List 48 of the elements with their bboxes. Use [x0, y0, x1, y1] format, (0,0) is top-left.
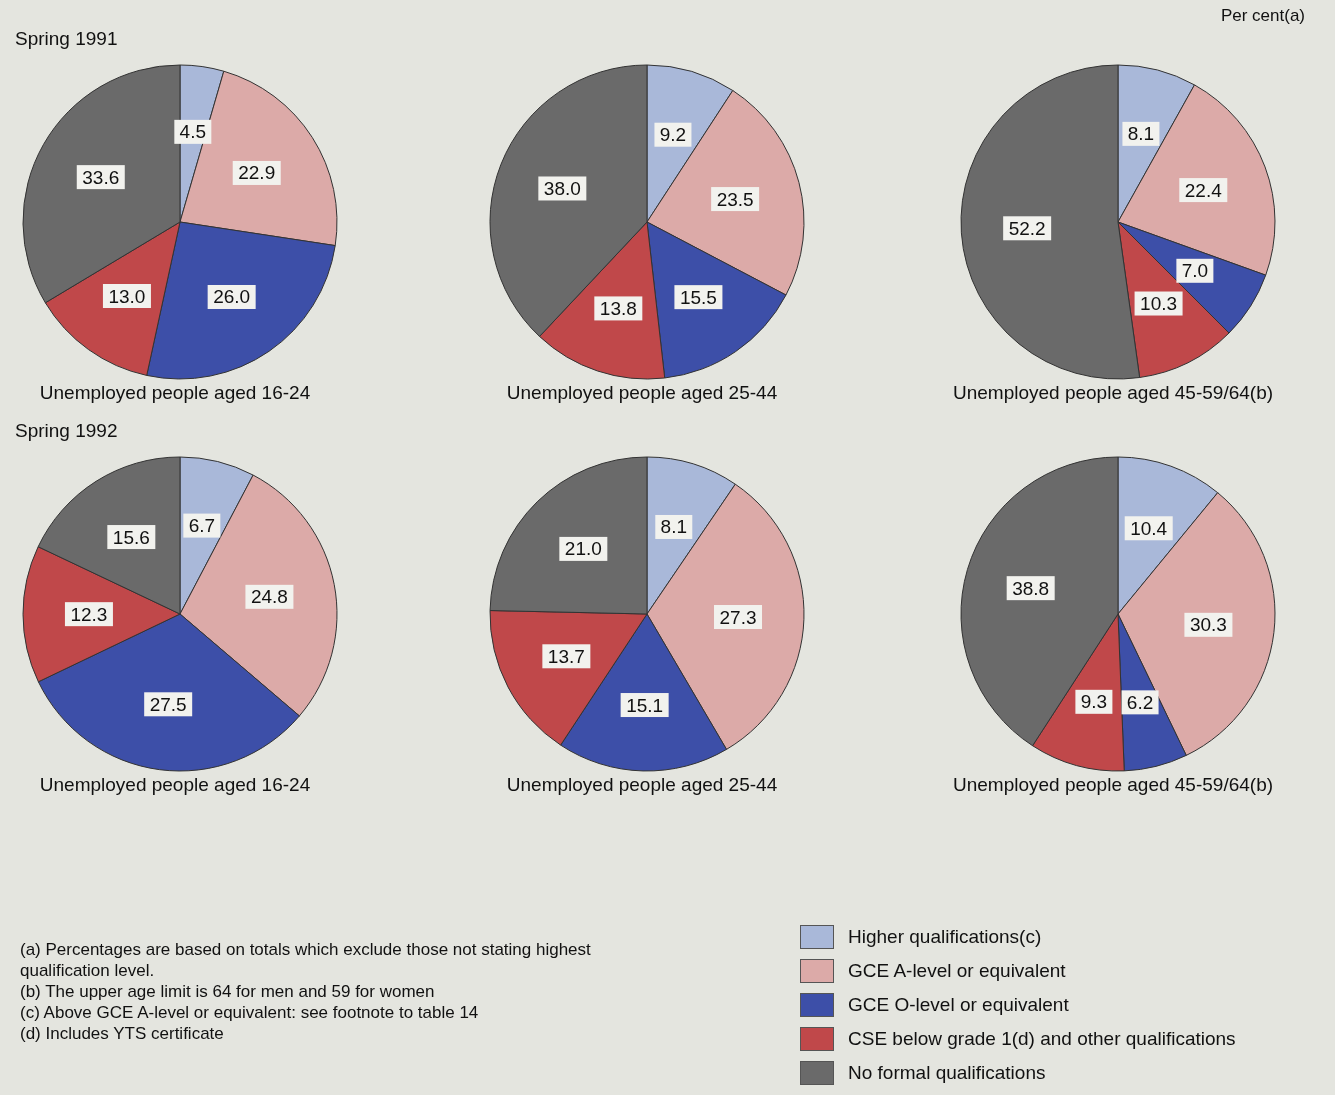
data-label: 26.0	[213, 286, 251, 308]
text: Per cent(a)	[1220, 6, 1305, 26]
data-label: 38.8	[1012, 577, 1050, 599]
data-label: 13.7	[547, 645, 585, 667]
data-label: 23.5	[716, 188, 754, 210]
legend-label: CSE below grade 1(d) and other qualifications	[848, 1028, 1236, 1050]
data-label: 9.2	[659, 124, 687, 146]
data-label: 13.8	[599, 297, 637, 319]
data-label: 21.0	[564, 538, 602, 560]
text: Unemployed people aged 25-44	[505, 774, 779, 796]
data-label: 12.3	[70, 603, 108, 625]
data-label: 6.2	[1126, 691, 1154, 713]
data-label: 4.5	[179, 121, 207, 143]
legend-label: No formal qualifications	[848, 1062, 1046, 1084]
data-label: 22.4	[1184, 179, 1223, 201]
text: Unemployed people aged 25-44	[505, 382, 779, 404]
data-label: 15.1	[626, 694, 664, 716]
data-label: 8.1	[1127, 123, 1155, 145]
data-label: 33.6	[82, 166, 120, 188]
chart-subtitle: Spring 1992	[15, 420, 118, 442]
text: Unemployed people aged 45-59/64(b)	[951, 774, 1275, 796]
data-label: 27.3	[719, 606, 757, 628]
legend-label: GCE O-level or equivalent	[848, 994, 1069, 1016]
data-label: 9.3	[1080, 691, 1108, 713]
legend-label: Higher qualifications(c)	[848, 926, 1042, 948]
data-label: 27.5	[149, 693, 187, 715]
data-label: 6.7	[188, 515, 216, 537]
text: (c) Above GCE A-level or equivalent: see footnote to table 14	[20, 1002, 480, 1023]
data-label: 30.3	[1189, 614, 1227, 636]
text: (b) The upper age limit is 64 for men and 59 for women	[20, 981, 436, 1002]
text: Unemployed people aged 45-59/64(b)	[951, 382, 1275, 404]
chart-subtitle: Spring 1991	[15, 28, 118, 50]
data-label: 22.9	[238, 162, 276, 184]
data-label: 38.0	[543, 177, 581, 199]
data-label: 10.4	[1130, 517, 1168, 539]
text: (d) Includes YTS certificate	[20, 1023, 225, 1044]
legend-label: GCE A-level or equivalent	[848, 960, 1066, 982]
data-label: 8.1	[660, 516, 688, 538]
data-label: 7.0	[1181, 260, 1209, 282]
data-label: 15.6	[112, 526, 150, 548]
text: Unemployed people aged 16-24	[38, 774, 312, 796]
data-label: 24.8	[250, 586, 288, 608]
text: (a) Percentages are based on totals which exclude those not stating highest qualification level.	[20, 939, 592, 981]
text: Unemployed people aged 16-24	[38, 382, 312, 404]
data-label: 10.3	[1140, 293, 1178, 315]
data-label: 52.2	[1008, 217, 1046, 239]
data-label: 15.5	[679, 286, 717, 308]
data-label: 13.0	[108, 285, 146, 307]
